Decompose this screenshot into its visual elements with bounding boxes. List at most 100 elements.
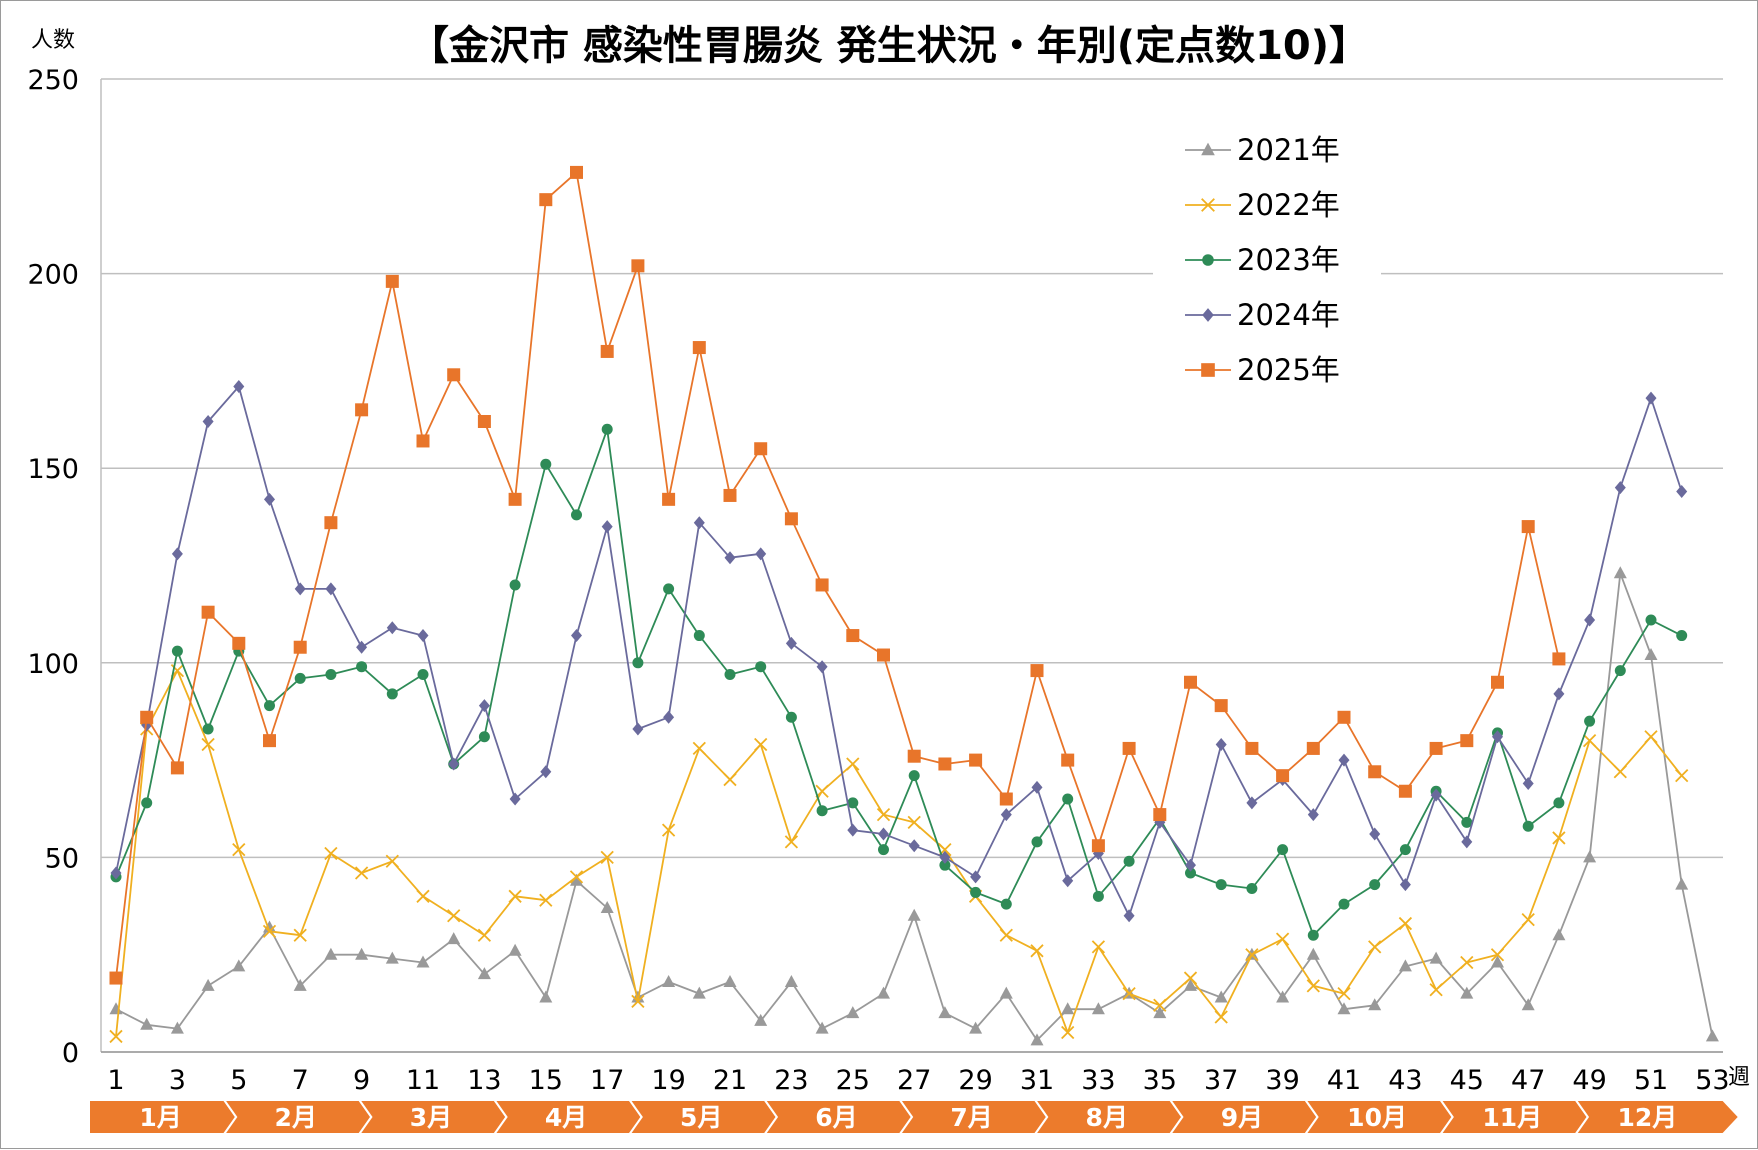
data-point (293, 978, 307, 991)
data-point (815, 1021, 829, 1034)
x-tick-label: 31 (1020, 1065, 1054, 1096)
data-point (1306, 979, 1320, 993)
data-point-stroke (385, 854, 399, 868)
data-point (970, 886, 982, 898)
y-tick-label: 50 (45, 843, 79, 874)
data-point (877, 648, 890, 662)
data-point-stroke (1337, 986, 1351, 1001)
data-point (1092, 890, 1104, 902)
data-point-stroke (784, 835, 799, 849)
data-point (723, 488, 737, 502)
data-point (109, 1029, 123, 1044)
data-point (539, 193, 553, 207)
legend-box (1153, 119, 1381, 397)
data-point (600, 344, 614, 358)
data-point-stroke (1368, 940, 1382, 954)
data-point-stroke (754, 737, 768, 752)
data-point (693, 630, 705, 642)
data-point-stroke (508, 889, 522, 903)
data-point (784, 835, 799, 849)
data-point (448, 757, 460, 771)
month-label: 9月 (1221, 1103, 1263, 1132)
data-point (1307, 808, 1319, 822)
data-point (447, 368, 461, 382)
data-point (999, 792, 1013, 806)
data-point (1276, 769, 1290, 783)
data-point (1091, 839, 1105, 853)
data-point (1153, 1006, 1167, 1019)
data-point (1460, 955, 1474, 970)
data-point (1614, 481, 1626, 495)
data-point (661, 823, 676, 837)
month-label: 1月 (139, 1103, 181, 1132)
data-point (878, 844, 889, 856)
data-point (600, 900, 614, 913)
data-point (1461, 816, 1473, 828)
data-point (385, 274, 399, 288)
series-2 (109, 663, 1689, 1044)
data-point (294, 582, 306, 596)
data-point-stroke (416, 889, 430, 903)
data-point (999, 986, 1013, 999)
data-point (1215, 879, 1227, 891)
data-point (755, 547, 767, 561)
x-tick-label: 49 (1572, 1065, 1606, 1096)
data-point-stroke (907, 815, 921, 830)
data-point-stroke (846, 757, 860, 771)
data-point (1614, 665, 1626, 677)
data-point (939, 850, 951, 864)
data-point (1522, 820, 1534, 832)
data-point (908, 839, 920, 853)
data-point (907, 908, 921, 921)
data-point (386, 688, 398, 700)
data-point (1091, 940, 1106, 954)
data-point (1490, 948, 1505, 962)
data-point (1645, 391, 1657, 405)
data-point (1552, 928, 1566, 941)
series-line (115, 428, 1683, 937)
y-tick-label: 200 (27, 260, 79, 291)
data-point (1522, 776, 1534, 790)
x-tick-label: 53 (1695, 1065, 1729, 1096)
x-tick-label: 19 (651, 1065, 685, 1096)
data-point (938, 757, 952, 771)
data-point (1676, 630, 1688, 642)
data-point (1461, 835, 1473, 849)
month-label: 8月 (1086, 1103, 1128, 1132)
month-label: 10月 (1347, 1103, 1407, 1132)
data-point (969, 1021, 983, 1034)
data-point (1153, 998, 1167, 1012)
x-tick-label: 25 (836, 1065, 870, 1096)
data-point (201, 978, 215, 991)
data-point-stroke (1275, 932, 1290, 946)
month-label: 5月 (680, 1103, 722, 1132)
x-tick-label: 11 (406, 1065, 440, 1096)
data-point (1337, 986, 1351, 1001)
data-point (1429, 741, 1443, 755)
data-point (601, 520, 613, 534)
series-4 (110, 379, 1688, 923)
data-point (1215, 738, 1227, 752)
data-point (1613, 765, 1627, 779)
data-point (294, 672, 306, 684)
data-point (141, 797, 153, 809)
data-point-stroke (293, 928, 307, 942)
x-tick-label: 39 (1265, 1065, 1299, 1096)
x-tick-label: 23 (774, 1065, 808, 1096)
data-point (1201, 198, 1215, 212)
data-point (1122, 741, 1136, 755)
data-point (785, 711, 797, 723)
data-point (1061, 1002, 1075, 1015)
data-point (1091, 1002, 1105, 1015)
data-point-stroke (1490, 948, 1505, 962)
data-point (907, 815, 921, 830)
data-point (847, 797, 859, 809)
data-point-stroke (1552, 831, 1566, 845)
x-tick-label: 15 (529, 1065, 563, 1096)
data-point (1184, 978, 1197, 991)
x-axis-label: 週 (1728, 1065, 1750, 1090)
data-point-stroke (201, 737, 215, 752)
data-point (1337, 1002, 1351, 1015)
data-point (264, 492, 275, 506)
